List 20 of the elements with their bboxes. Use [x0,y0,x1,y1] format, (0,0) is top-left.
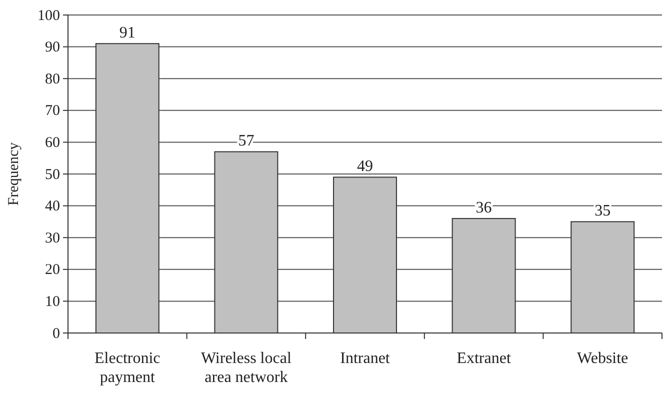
y-tick-label: 70 [45,103,60,120]
data-label: 35 [594,202,611,220]
y-tick-label: 100 [38,8,60,24]
y-tick-label: 20 [45,262,60,278]
data-label: 49 [357,158,373,176]
x-tick-label: Intranet [340,350,390,367]
x-tick-label: Electronic payment [94,350,160,386]
x-tick-label: Website [577,350,628,367]
y-axis-title: Frequency [6,142,22,206]
y-tick-label: 60 [45,135,60,151]
y-tick-label: 90 [45,40,60,56]
y-tick-label: 10 [45,294,60,310]
y-tick-label: 30 [45,230,60,246]
y-tick-label: 40 [45,198,60,215]
x-tick-label: Extranet [456,350,512,367]
data-label: 91 [119,24,136,42]
y-tick-label: 80 [45,71,60,88]
x-tick-label: Wireless local area network [200,350,292,386]
y-tick-label: 0 [52,326,60,342]
y-tick-label: 50 [45,166,60,183]
